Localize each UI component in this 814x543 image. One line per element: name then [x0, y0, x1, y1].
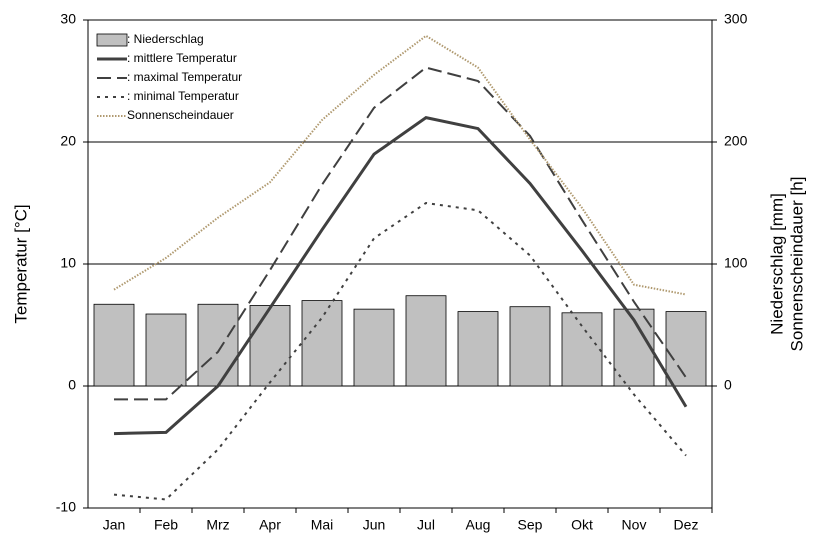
x-tick-label: Nov [622, 517, 647, 533]
line [113, 201, 687, 501]
x-tick-label: Jan [103, 517, 126, 533]
bar [457, 311, 499, 387]
line [114, 66, 687, 401]
legend-label: : maximal Temperatur [127, 70, 242, 84]
y-tick-label: 0 [68, 377, 76, 393]
y-tick-label: 20 [60, 133, 76, 149]
y2-axis-title: Sonnenscheindauer [h] [787, 177, 806, 352]
y2-axis-title: Niederschlag [mm] [767, 193, 786, 335]
line [113, 115, 688, 436]
y2-tick-label: 100 [724, 255, 748, 271]
y-tick-label: -10 [56, 499, 76, 515]
legend-label: Sonnenscheindauer [127, 108, 234, 122]
x-tick-label: Aug [466, 517, 491, 533]
x-tick-label: Apr [259, 517, 281, 533]
bar [145, 313, 187, 387]
y2-tick-label: 300 [724, 11, 748, 27]
legend-label: : minimal Temperatur [127, 89, 239, 103]
y2-tick-label: 0 [724, 377, 732, 393]
y-tick-label: 30 [60, 11, 76, 27]
bar [561, 312, 603, 387]
x-tick-label: Jun [363, 517, 386, 533]
y-tick-label: 10 [60, 255, 76, 271]
bar [509, 306, 551, 387]
legend-label: : Niederschlag [127, 32, 204, 46]
x-tick-label: Sep [518, 517, 543, 533]
bar [665, 311, 707, 387]
legend-label: : mittlere Temperatur [127, 51, 237, 65]
x-tick-label: Feb [154, 517, 178, 533]
bar [93, 303, 135, 387]
bar [301, 300, 343, 387]
x-tick-label: Dez [674, 517, 699, 533]
x-tick-label: Mai [311, 517, 334, 533]
bar [197, 303, 239, 387]
bar [249, 305, 291, 387]
x-tick-label: Okt [571, 517, 593, 533]
x-tick-label: Mrz [206, 517, 229, 533]
legend-swatch [96, 33, 128, 47]
bar [405, 295, 447, 387]
bar [353, 308, 395, 387]
line [113, 34, 687, 296]
y-axis-title: Temperatur [°C] [11, 204, 30, 323]
x-tick-label: Jul [417, 517, 435, 533]
y2-tick-label: 200 [724, 133, 748, 149]
